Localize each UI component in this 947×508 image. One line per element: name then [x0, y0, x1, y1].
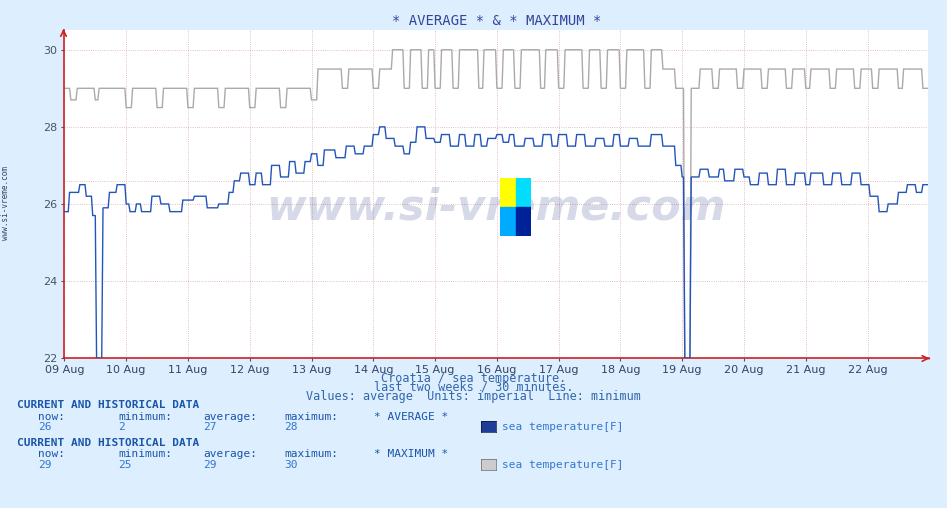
Title: * AVERAGE * & * MAXIMUM *: * AVERAGE * & * MAXIMUM *	[391, 14, 601, 28]
Text: now:: now:	[38, 411, 65, 422]
Bar	[500, 178, 516, 207]
Text: 2: 2	[118, 422, 125, 432]
Text: minimum:: minimum:	[118, 449, 172, 459]
Bar	[516, 207, 531, 236]
Text: maximum:: maximum:	[284, 411, 338, 422]
Text: 28: 28	[284, 422, 297, 432]
Text: sea temperature[F]: sea temperature[F]	[502, 422, 623, 432]
Text: www.si-vreme.com: www.si-vreme.com	[266, 186, 726, 229]
Text: minimum:: minimum:	[118, 411, 172, 422]
Text: now:: now:	[38, 449, 65, 459]
Text: www.si-vreme.com: www.si-vreme.com	[1, 166, 10, 240]
Text: 30: 30	[284, 460, 297, 470]
Text: 25: 25	[118, 460, 132, 470]
Text: 27: 27	[204, 422, 217, 432]
Text: Values: average  Units: imperial  Line: minimum: Values: average Units: imperial Line: mi…	[306, 390, 641, 403]
Text: maximum:: maximum:	[284, 449, 338, 459]
Text: CURRENT AND HISTORICAL DATA: CURRENT AND HISTORICAL DATA	[17, 438, 199, 448]
Text: Croatia / sea temperature.: Croatia / sea temperature.	[381, 372, 566, 385]
Text: last two weeks / 30 minutes.: last two weeks / 30 minutes.	[374, 381, 573, 394]
Bar	[500, 207, 516, 236]
Text: average:: average:	[204, 449, 258, 459]
Bar	[516, 178, 531, 207]
Text: 29: 29	[204, 460, 217, 470]
Text: CURRENT AND HISTORICAL DATA: CURRENT AND HISTORICAL DATA	[17, 400, 199, 410]
Text: average:: average:	[204, 411, 258, 422]
Text: 29: 29	[38, 460, 51, 470]
Text: * AVERAGE *: * AVERAGE *	[374, 411, 448, 422]
Text: 26: 26	[38, 422, 51, 432]
Text: sea temperature[F]: sea temperature[F]	[502, 460, 623, 470]
Text: * MAXIMUM *: * MAXIMUM *	[374, 449, 448, 459]
